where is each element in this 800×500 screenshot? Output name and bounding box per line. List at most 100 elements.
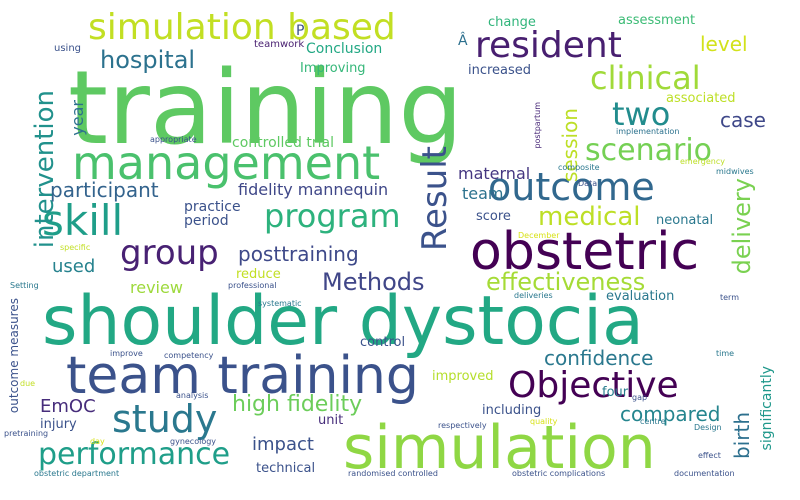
- word: increased: [468, 63, 532, 78]
- word: deliveries: [514, 291, 553, 300]
- word: four: [602, 385, 629, 400]
- word: centre: [640, 417, 666, 426]
- word: effect: [698, 451, 721, 460]
- word: clinical: [590, 59, 701, 97]
- word: performance: [38, 437, 231, 472]
- word: shoulder dystocia: [42, 282, 644, 361]
- word: change: [488, 15, 536, 30]
- word: posttraining: [238, 242, 359, 266]
- word: controlled trial: [232, 135, 334, 151]
- word-vertical: birth: [730, 412, 754, 459]
- word: outcome: [488, 165, 655, 209]
- word: program: [264, 197, 401, 235]
- word: fidelity mannequin: [238, 180, 389, 199]
- word: gap: [632, 393, 648, 402]
- word: systematic: [258, 299, 302, 308]
- word: reduce: [236, 267, 281, 282]
- word: emergency: [680, 157, 725, 166]
- word: time: [716, 349, 735, 358]
- word: teamwork: [254, 39, 305, 50]
- word: scenario: [585, 133, 713, 168]
- word: team: [462, 184, 504, 203]
- word-vertical: intervention: [30, 90, 60, 249]
- word-vertical: outcome measures: [7, 298, 21, 414]
- word: confidence: [544, 346, 654, 370]
- word: high fidelity: [232, 392, 363, 417]
- word: associated: [666, 91, 736, 106]
- word: used: [52, 256, 96, 277]
- word: injury: [40, 417, 77, 432]
- word: randomised controlled: [348, 469, 438, 478]
- word: P: [296, 23, 305, 39]
- word: EmOC: [40, 396, 96, 417]
- word: quality: [530, 417, 558, 426]
- word: professional: [228, 281, 277, 290]
- word: improve: [110, 349, 143, 358]
- word: simulation based: [88, 7, 396, 48]
- word: implementation: [616, 127, 680, 136]
- word-vertical: significantly: [759, 366, 775, 451]
- word: midwives: [716, 167, 754, 176]
- word: Conclusion: [306, 41, 383, 57]
- word: composite: [558, 163, 600, 172]
- word: effectiveness: [486, 268, 646, 296]
- word: appropriate: [150, 135, 197, 144]
- word: maternal: [458, 164, 531, 183]
- word: December: [518, 231, 560, 240]
- word: obstetric complications: [512, 469, 606, 478]
- word: including: [482, 403, 542, 418]
- word: score: [476, 209, 511, 224]
- word: study: [112, 397, 218, 441]
- word: day: [90, 437, 105, 446]
- word: specific: [60, 243, 91, 252]
- word-vertical: delivery: [728, 178, 756, 275]
- word: hospital: [100, 46, 196, 74]
- word: respectively: [438, 421, 487, 430]
- word-vertical: year: [68, 100, 87, 136]
- word: Design: [694, 423, 722, 432]
- word: skill: [42, 196, 124, 245]
- word: participant: [50, 178, 159, 202]
- word: technical: [256, 461, 316, 476]
- word: review: [130, 278, 183, 297]
- word: obstetric: [470, 222, 700, 282]
- word: training: [68, 49, 464, 168]
- word: level: [700, 32, 748, 56]
- word: Data: [578, 179, 598, 188]
- word: medical: [538, 202, 641, 232]
- word: team training: [66, 346, 419, 406]
- word: term: [720, 293, 739, 302]
- word: impact: [252, 434, 314, 455]
- word: Setting: [10, 281, 39, 290]
- word: Â: [458, 33, 468, 49]
- word: practice: [184, 199, 241, 215]
- word: case: [720, 108, 766, 132]
- word: compared: [620, 402, 721, 426]
- word: analysis: [176, 391, 209, 400]
- word: Objective: [508, 365, 679, 406]
- word: Improving: [300, 61, 366, 76]
- word: pretraining: [4, 429, 49, 438]
- word: documentation: [674, 469, 735, 478]
- word-vertical: Result: [415, 146, 455, 252]
- word: unit: [318, 413, 344, 428]
- word: due: [20, 379, 36, 388]
- word: resident: [475, 25, 622, 66]
- word: group: [120, 233, 219, 273]
- word: period: [184, 213, 229, 229]
- word: gynecology: [170, 437, 217, 446]
- word: Methods: [322, 268, 425, 296]
- word: neonatal: [656, 213, 714, 228]
- word: evaluation: [606, 289, 675, 304]
- word-vertical: postpartum: [533, 102, 542, 149]
- word: assessment: [618, 13, 696, 28]
- word: using: [54, 43, 82, 54]
- word: management: [72, 136, 381, 190]
- word: competency: [164, 351, 214, 360]
- word: two: [612, 95, 671, 133]
- word: simulation: [343, 413, 656, 483]
- word: obstetric department: [34, 469, 120, 478]
- word: improved: [432, 369, 494, 384]
- word: control: [360, 335, 406, 350]
